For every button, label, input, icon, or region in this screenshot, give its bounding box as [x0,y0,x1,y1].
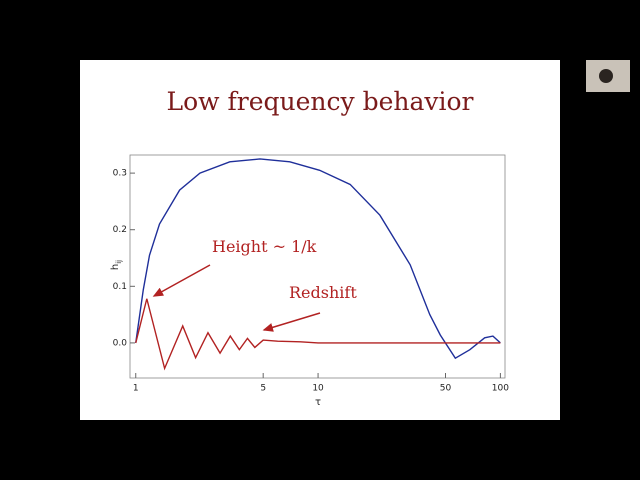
series-line [135,158,501,360]
x-tick-label: 1 [133,384,139,394]
x-axis-label: τ [315,397,321,408]
y-tick-label: 0.2 [113,225,127,235]
y-label-sub: ij [115,260,123,264]
annotation: Redshift [289,283,357,302]
annotation: Height ~ 1/k [212,237,317,256]
x-tick-label: 50 [440,384,452,394]
x-tick-label: 10 [312,384,324,394]
y-tick-label: 0.0 [113,338,128,348]
annotation-arrow [152,264,211,297]
slide [80,60,560,420]
x-tick-label: 100 [492,384,509,394]
slide-title: Low frequency behavior [167,87,474,116]
series-line [135,298,501,371]
y-axis-label: hij [110,260,123,270]
x-tick-label: 5 [260,384,266,394]
plot-frame [129,154,506,379]
y-tick-label: 0.3 [113,169,127,179]
webcam-person [599,69,613,83]
y-label-base: h [110,264,121,270]
annotation-arrow [262,312,321,332]
y-tick-label: 0.1 [113,282,127,292]
